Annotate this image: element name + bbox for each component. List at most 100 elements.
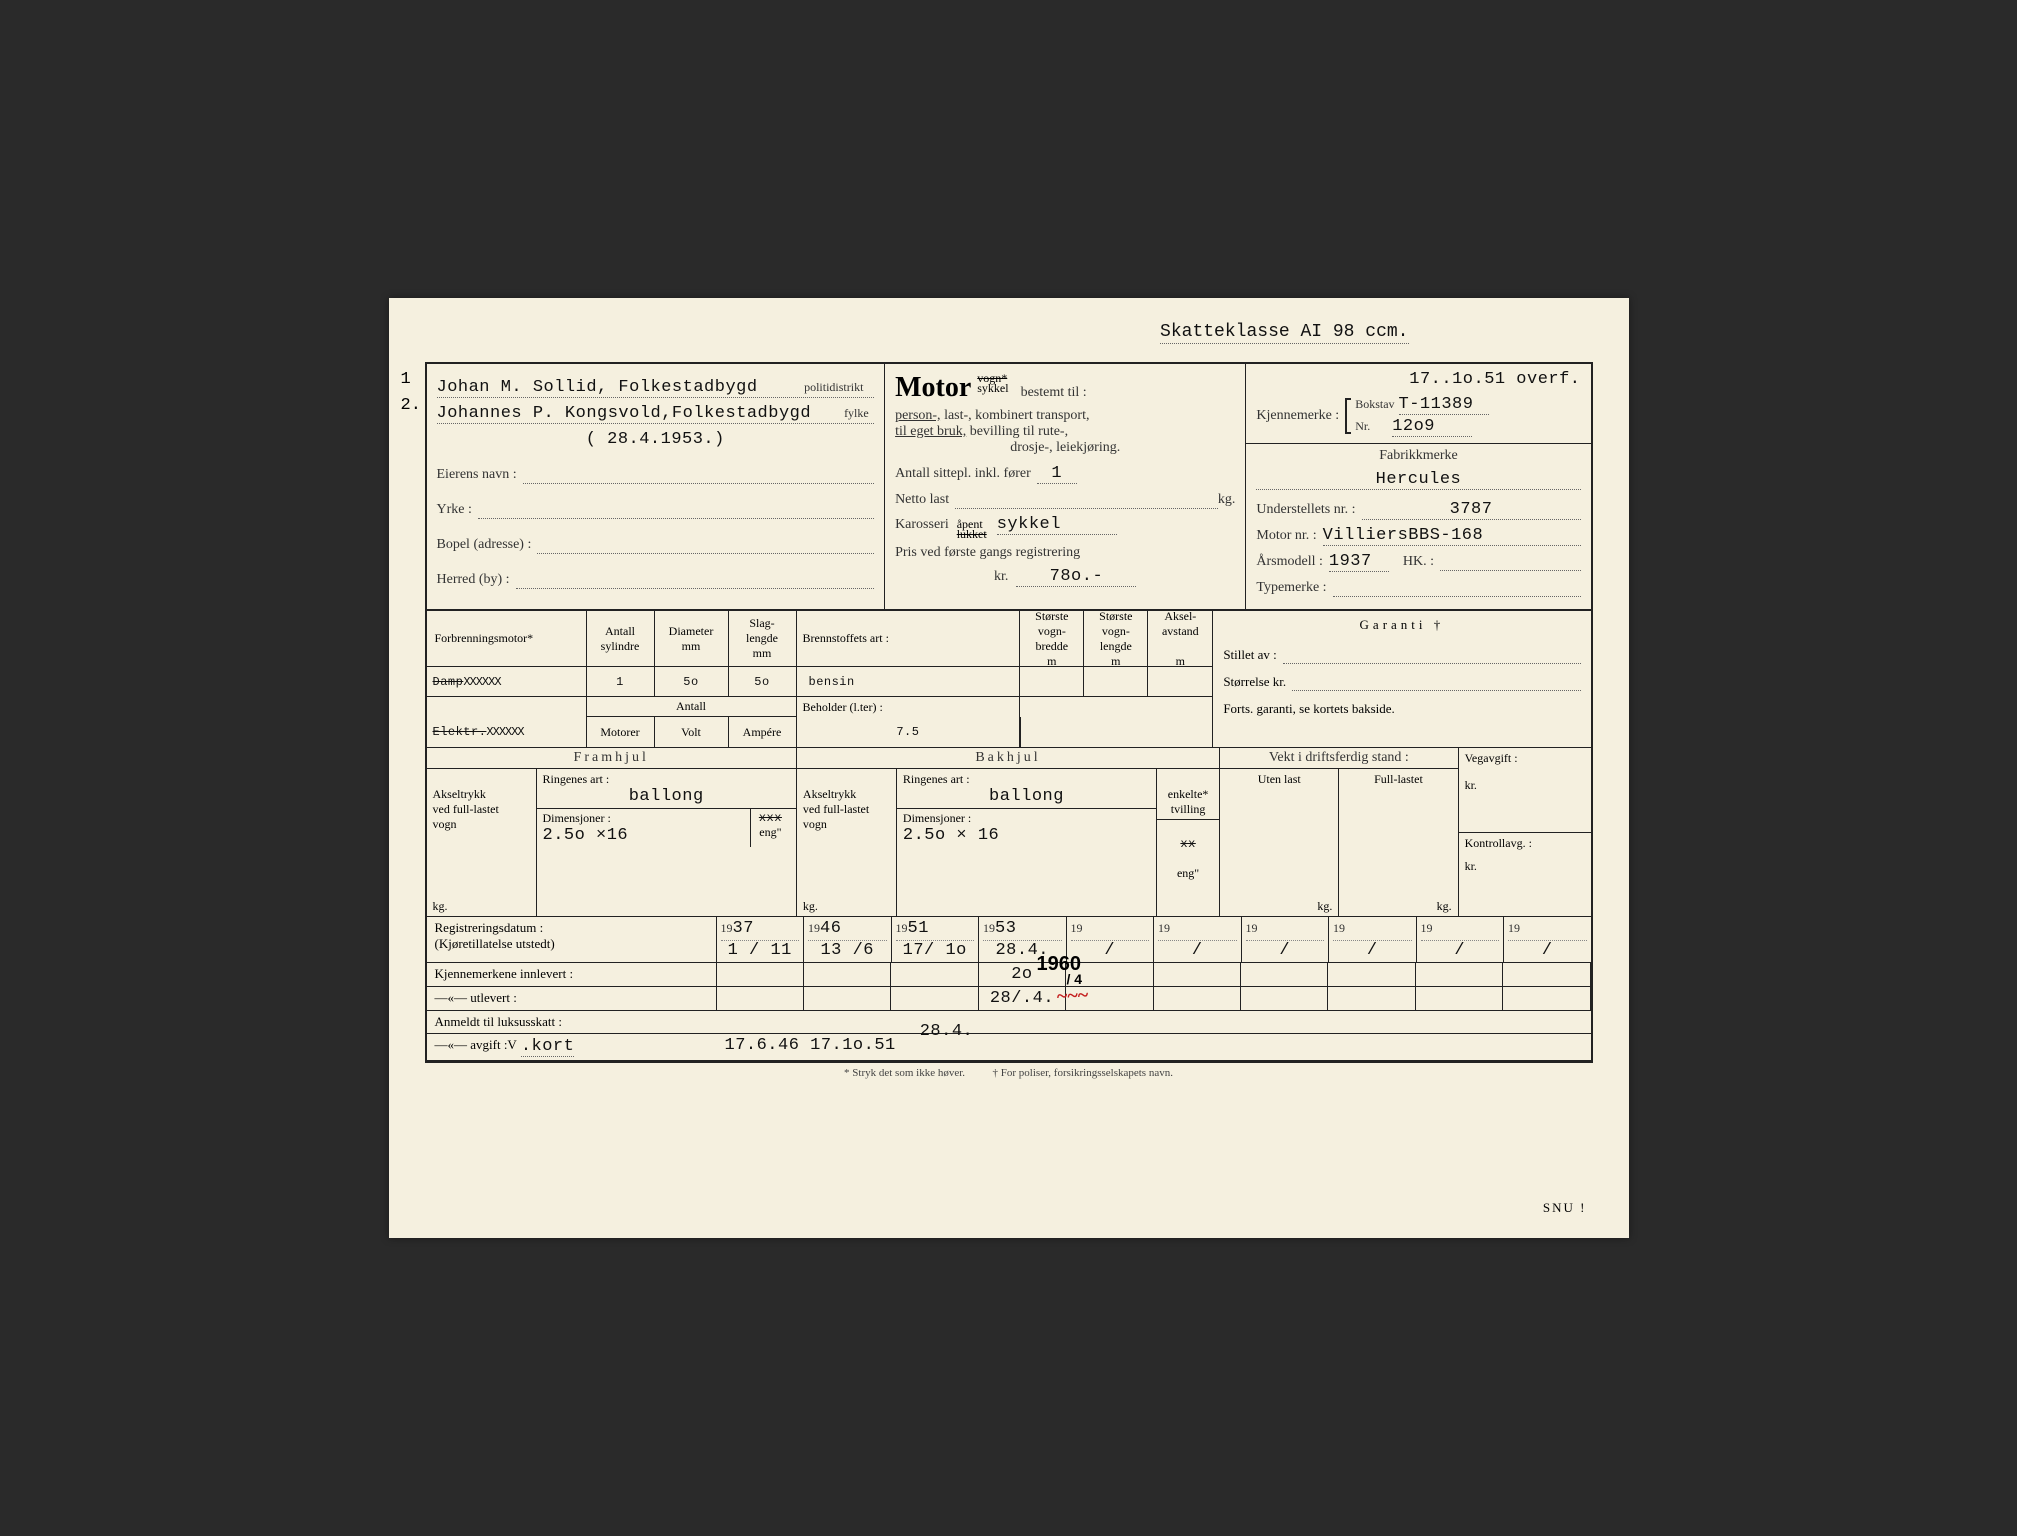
- full-last: Full-lastet kg.: [1339, 769, 1457, 916]
- netto-unit: kg.: [1218, 492, 1236, 508]
- regdate-year-0: 19371 / 11: [717, 917, 805, 962]
- fab-val: Hercules: [1256, 470, 1580, 490]
- price-kr: kr.: [994, 569, 1008, 585]
- fram-ring-lbl: Ringenes art :: [543, 772, 790, 787]
- val-herred: [516, 570, 874, 589]
- registration-card: Skatteklasse AI 98 ccm. 1 2. Johan M. So…: [389, 298, 1629, 1238]
- regdate-year-5: 19/: [1154, 917, 1242, 962]
- hk-lbl: HK. :: [1403, 554, 1434, 570]
- antall-lbl: Antall: [587, 697, 797, 717]
- fram-dim-lbl: Dimensjoner :: [543, 811, 750, 826]
- bak-enk: enkelte* tvilling xx eng": [1157, 769, 1219, 916]
- fab-lbl: Fabrikkmerke: [1256, 448, 1580, 464]
- luksus-lbl: Anmeldt til luksusskatt :: [427, 1011, 1591, 1033]
- bak-ring-val: ballong: [903, 787, 1150, 806]
- regdate-year-2: 195117/ 1o: [892, 917, 980, 962]
- motnr-lbl: Motor nr. :: [1256, 528, 1316, 544]
- engine-left: Forbrenningsmotor* Antall sylindre Diame…: [427, 611, 1213, 747]
- val-slag: 5o: [729, 667, 797, 697]
- regdate-year-8: 19/: [1417, 917, 1505, 962]
- politidistrikt-lbl: politidistrikt: [804, 380, 863, 395]
- damp-strike: DampXXXXXX: [433, 675, 580, 689]
- beh-lbl: Beholder (l.ter) :: [797, 697, 1021, 717]
- tax-class: Skatteklasse AI 98 ccm.: [1160, 322, 1408, 344]
- owner-num-2: 2.: [401, 396, 421, 415]
- price-lbl: Pris ved første gangs registrering: [895, 545, 1235, 561]
- footnote: * Stryk det som ikke høver. † For polise…: [425, 1067, 1593, 1079]
- netto-val: [955, 490, 1218, 509]
- fylke-lbl: fylke: [844, 406, 869, 421]
- typ-val: [1333, 578, 1581, 597]
- karo-lbl: Karosseri: [895, 517, 949, 533]
- owner-line2: Johannes P. Kongsvold,Folkestadbygd: [437, 404, 875, 424]
- uten-last: Uten last kg.: [1220, 769, 1339, 916]
- bracket-icon: [1345, 398, 1351, 434]
- fram-hdr: Framhjul: [427, 748, 796, 769]
- regdate-lbl: Registreringsdatum : (Kjøretillatelse ut…: [427, 917, 717, 962]
- hdr-aksel: Aksel- avstand m: [1148, 611, 1212, 667]
- regdate-year-1: 194613 /6: [804, 917, 892, 962]
- seats-val: 1: [1037, 464, 1077, 484]
- val-bopel: [537, 535, 874, 554]
- bokstav-lbl: Bokstav: [1355, 397, 1394, 411]
- lbl-herred: Herred (by) :: [437, 572, 510, 588]
- bak-hdr: Bakhjul: [797, 748, 1219, 769]
- hdr-brenn: Brennstoffets art :: [797, 611, 1021, 667]
- lbl-yrke: Yrke :: [437, 502, 472, 518]
- fram-aks: Akseltrykk ved full-lastet vogn kg.: [427, 769, 537, 916]
- nr-val: 12o9: [1392, 417, 1472, 437]
- amp-lbl: Ampére: [729, 717, 797, 747]
- aar-lbl: Årsmodell :: [1256, 554, 1323, 570]
- val-lengde: [1084, 667, 1148, 697]
- nr-lbl: Nr.: [1355, 419, 1370, 433]
- reg-box: 17..1o.51 overf. Kjennemerke : Bokstav T…: [1246, 364, 1590, 609]
- regdate-year-7: 19/: [1329, 917, 1417, 962]
- garanti-box: Garanti † Stillet av : Størrelse kr. For…: [1212, 611, 1590, 747]
- val-eier: [523, 465, 874, 484]
- forts-lbl: Forts. garanti, se kortets bakside.: [1223, 701, 1580, 717]
- val-bredde: [1020, 667, 1084, 697]
- avg-dates: 17.6.46 17.1o.51: [725, 1036, 896, 1055]
- motorer-lbl: Motorer: [587, 717, 655, 747]
- val-yrke: [478, 500, 874, 519]
- overf: 17..1o.51 overf.: [1256, 370, 1580, 389]
- bak-dim-lbl: Dimensjoner :: [903, 811, 1150, 826]
- motor-box: Motor vogn* sykkel bestemt til : person-…: [885, 364, 1246, 609]
- fram-eng: eng": [751, 825, 790, 840]
- purpose-line3: drosje-, leiekjøring.: [895, 440, 1235, 456]
- und-lbl: Understellets nr. :: [1256, 502, 1355, 518]
- vekt-hdr: Vekt i driftsferdig stand :: [1220, 748, 1457, 769]
- ut-4: 28/.4.: [979, 987, 1066, 1010]
- bokstav-val: T-11389: [1399, 395, 1489, 415]
- bak-aks: Akseltrykk ved full-lastet vogn kg.: [797, 769, 897, 916]
- utlevert-lbl: —«— utlevert :: [427, 987, 717, 1010]
- val-brenn: bensin: [797, 667, 1021, 697]
- und-val: 3787: [1362, 500, 1581, 520]
- wheels-section: Framhjul Akseltrykk ved full-lastet vogn…: [427, 748, 1591, 917]
- val-dia: 5o: [655, 667, 729, 697]
- owner-date: ( 28.4.1953.): [586, 430, 725, 449]
- kjenn-lbl: Kjennemerke :: [1256, 408, 1339, 424]
- karo-val: sykkel: [997, 515, 1117, 535]
- hdr-syl: Antall sylindre: [587, 611, 655, 667]
- storr-lbl: Størrelse kr.: [1223, 674, 1286, 690]
- motor-title: Motor: [895, 372, 971, 404]
- val-aksel: [1148, 667, 1212, 697]
- vegavg: Vegavgift : kr.: [1459, 748, 1591, 833]
- innlevert-lbl: Kjennemerkene innlevert :: [427, 963, 717, 986]
- typ-lbl: Typemerke :: [1256, 580, 1326, 596]
- regdate-section: Registreringsdatum : (Kjøretillatelse ut…: [427, 917, 1591, 1011]
- purpose-line1: person-, last-, kombinert transport,: [895, 408, 1235, 424]
- snu: SNU !: [1543, 1200, 1587, 1216]
- lbl-eier: Eierens navn :: [437, 467, 517, 483]
- regdate-year-9: 19/: [1504, 917, 1591, 962]
- top-section: Johan M. Sollid, Folkestadbygd politidis…: [427, 364, 1591, 611]
- hdr-bredde: Største vogn- bredde m: [1020, 611, 1084, 667]
- purpose-line2: til eget bruk, bevilling til rute-,: [895, 424, 1235, 440]
- seats-lbl: Antall sittepl. inkl. fører: [895, 466, 1031, 482]
- val-syl: 1: [587, 667, 655, 697]
- main-grid: Johan M. Sollid, Folkestadbygd politidis…: [425, 362, 1593, 1063]
- lbl-bopel: Bopel (adresse) :: [437, 537, 532, 553]
- fram-mm: xxx: [751, 811, 790, 825]
- karo-open-closed: åpent lukket: [957, 519, 987, 539]
